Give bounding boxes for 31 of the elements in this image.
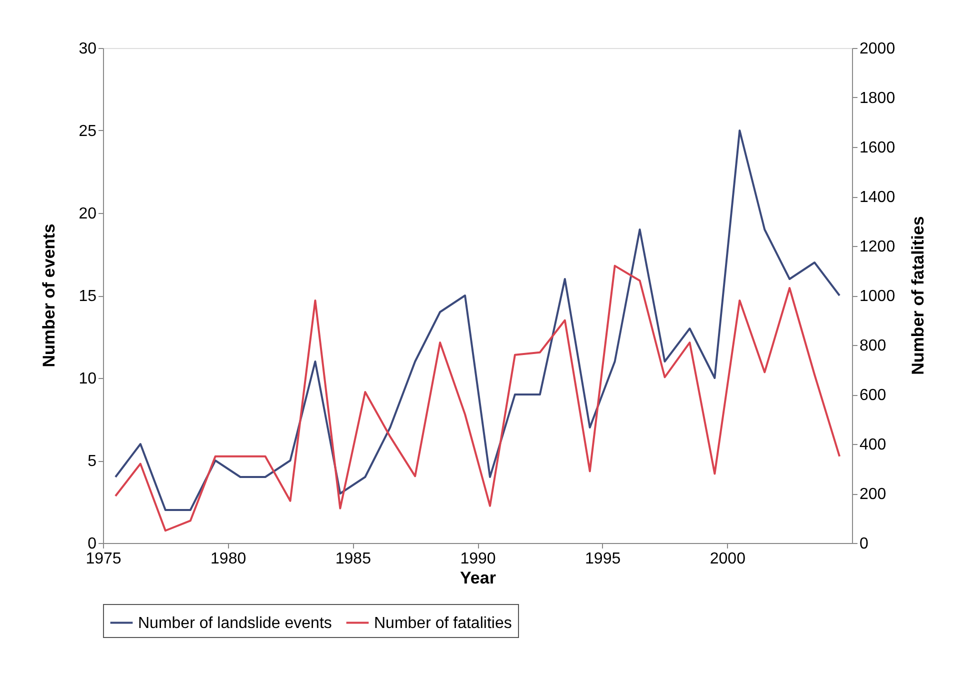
y2-tick-label: 1000 (860, 288, 896, 305)
y-tick-label: 5 (88, 453, 97, 470)
legend-label: Number of fatalities (374, 614, 512, 632)
y2-tick-label: 600 (860, 387, 886, 404)
y-tick-label: 20 (78, 206, 97, 222)
y-axis-title: Number of events (40, 224, 58, 368)
y-tick-label: 0 (88, 536, 97, 552)
y2-tick-label: 2000 (860, 40, 896, 58)
x-tick-label: 1995 (585, 550, 621, 568)
x-tick-label: 1980 (210, 550, 246, 568)
y2-tick-label: 1800 (860, 90, 896, 107)
x-tick-label: 2000 (710, 550, 746, 568)
y-tick-label: 30 (78, 40, 97, 58)
y2-tick-label: 400 (860, 436, 886, 454)
x-tick-label: 1985 (335, 550, 372, 568)
y2-tick-label: 1200 (860, 238, 896, 256)
y2-axis-title: Number of fatalities (908, 216, 928, 375)
y2-tick-label: 200 (860, 486, 886, 503)
y2-tick-label: 0 (860, 536, 868, 552)
line-series (114, 264, 841, 532)
y2-tick-label: 800 (860, 338, 886, 354)
x-tick-label: 1975 (86, 550, 122, 568)
legend-label: Number of landslide events (138, 614, 332, 632)
y-tick-label: 25 (78, 123, 97, 140)
y-tick-label: 10 (78, 370, 97, 388)
y2-tick-label: 1400 (860, 189, 896, 206)
y-tick-label: 15 (78, 288, 97, 305)
line-series (114, 130, 841, 511)
x-axis-title: Year (460, 568, 496, 588)
x-tick-label: 1990 (460, 550, 496, 568)
y2-tick-label: 1600 (860, 140, 896, 156)
